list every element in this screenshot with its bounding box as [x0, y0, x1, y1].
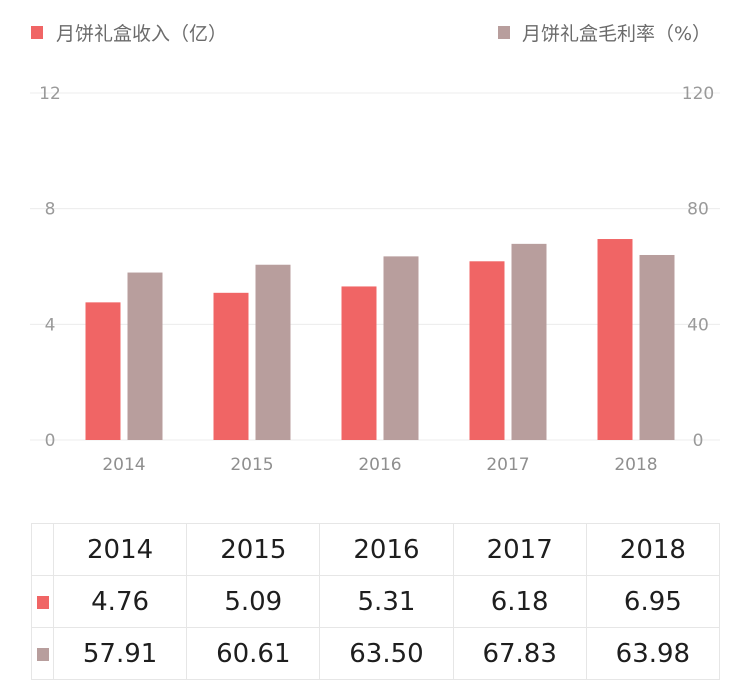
y-left-tick-label: 8: [45, 200, 56, 220]
table-cell: 57.91: [52, 627, 188, 680]
table-header-row: 2014 2015 2016 2017 2018: [31, 523, 721, 576]
x-tick-label: 2015: [230, 455, 273, 475]
x-tick-label: 2017: [486, 455, 529, 475]
bar-margin-2014: [127, 272, 163, 440]
table-cell: 4.76: [52, 575, 188, 628]
revenue-swatch: [36, 595, 49, 609]
table-row-margin: 57.91 60.61 63.50 67.83 63.98: [31, 627, 721, 680]
data-table: 2014 2015 2016 2017 2018 4.76 5.09 5.31 …: [31, 523, 721, 680]
bar-revenue-2014: [85, 302, 121, 440]
table-row-revenue: 4.76 5.09 5.31 6.18 6.95: [31, 575, 721, 628]
y-right-tick-label: 80: [687, 200, 709, 220]
x-axis: 2014 2015 2016 2017 2018: [102, 455, 657, 475]
bar-revenue-2018: [597, 239, 633, 440]
chart: 月饼礼盒收入（亿） 月饼礼盒毛利率（%） 0 4 8 12 0 40 80 120 2014…: [30, 23, 720, 475]
table-year: 2018: [585, 523, 721, 576]
table-cell: 63.50: [319, 627, 454, 680]
table-year: 2017: [452, 523, 587, 576]
y-left-tick-label: 12: [39, 84, 61, 104]
table-key-margin: [31, 627, 54, 680]
table-year: 2016: [319, 523, 454, 576]
table-corner: [31, 523, 54, 576]
y-right-tick-label: 40: [687, 315, 709, 335]
table-cell: 5.31: [319, 575, 454, 628]
bar-margin-2016: [383, 256, 419, 440]
y-right-tick-label: 120: [682, 84, 714, 104]
table-cell: 5.09: [186, 575, 321, 628]
x-tick-label: 2014: [102, 455, 145, 475]
bar-margin-2017: [511, 243, 547, 440]
table-cell: 63.98: [585, 627, 721, 680]
y-axis-right: 0 40 80 120: [682, 84, 714, 451]
table-year: 2014: [52, 523, 188, 576]
table-cell: 60.61: [186, 627, 321, 680]
margin-swatch: [36, 647, 49, 661]
table-cell: 6.95: [585, 575, 721, 628]
y-left-tick-label: 4: [45, 315, 56, 335]
table-key-revenue: [31, 575, 54, 628]
x-tick-label: 2016: [358, 455, 401, 475]
bar-revenue-2017: [469, 261, 505, 440]
table-year: 2015: [186, 523, 321, 576]
legend-label-margin: 月饼礼盒毛利率（%）: [522, 23, 711, 45]
bars: [85, 239, 675, 440]
legend-swatch-revenue: [31, 26, 43, 39]
y-axis-left: 0 4 8 12: [39, 84, 61, 451]
legend-swatch-margin: [498, 26, 510, 39]
y-right-tick-label: 0: [693, 431, 704, 451]
legend: 月饼礼盒收入（亿） 月饼礼盒毛利率（%）: [31, 23, 711, 45]
x-tick-label: 2018: [614, 455, 657, 475]
table-cell: 6.18: [452, 575, 587, 628]
bar-revenue-2016: [341, 286, 377, 440]
legend-label-revenue: 月饼礼盒收入（亿）: [56, 23, 227, 45]
y-left-tick-label: 0: [45, 431, 56, 451]
table-cell: 67.83: [452, 627, 587, 680]
bar-revenue-2015: [213, 292, 249, 440]
bar-margin-2015: [255, 264, 291, 440]
bar-margin-2018: [639, 254, 675, 440]
